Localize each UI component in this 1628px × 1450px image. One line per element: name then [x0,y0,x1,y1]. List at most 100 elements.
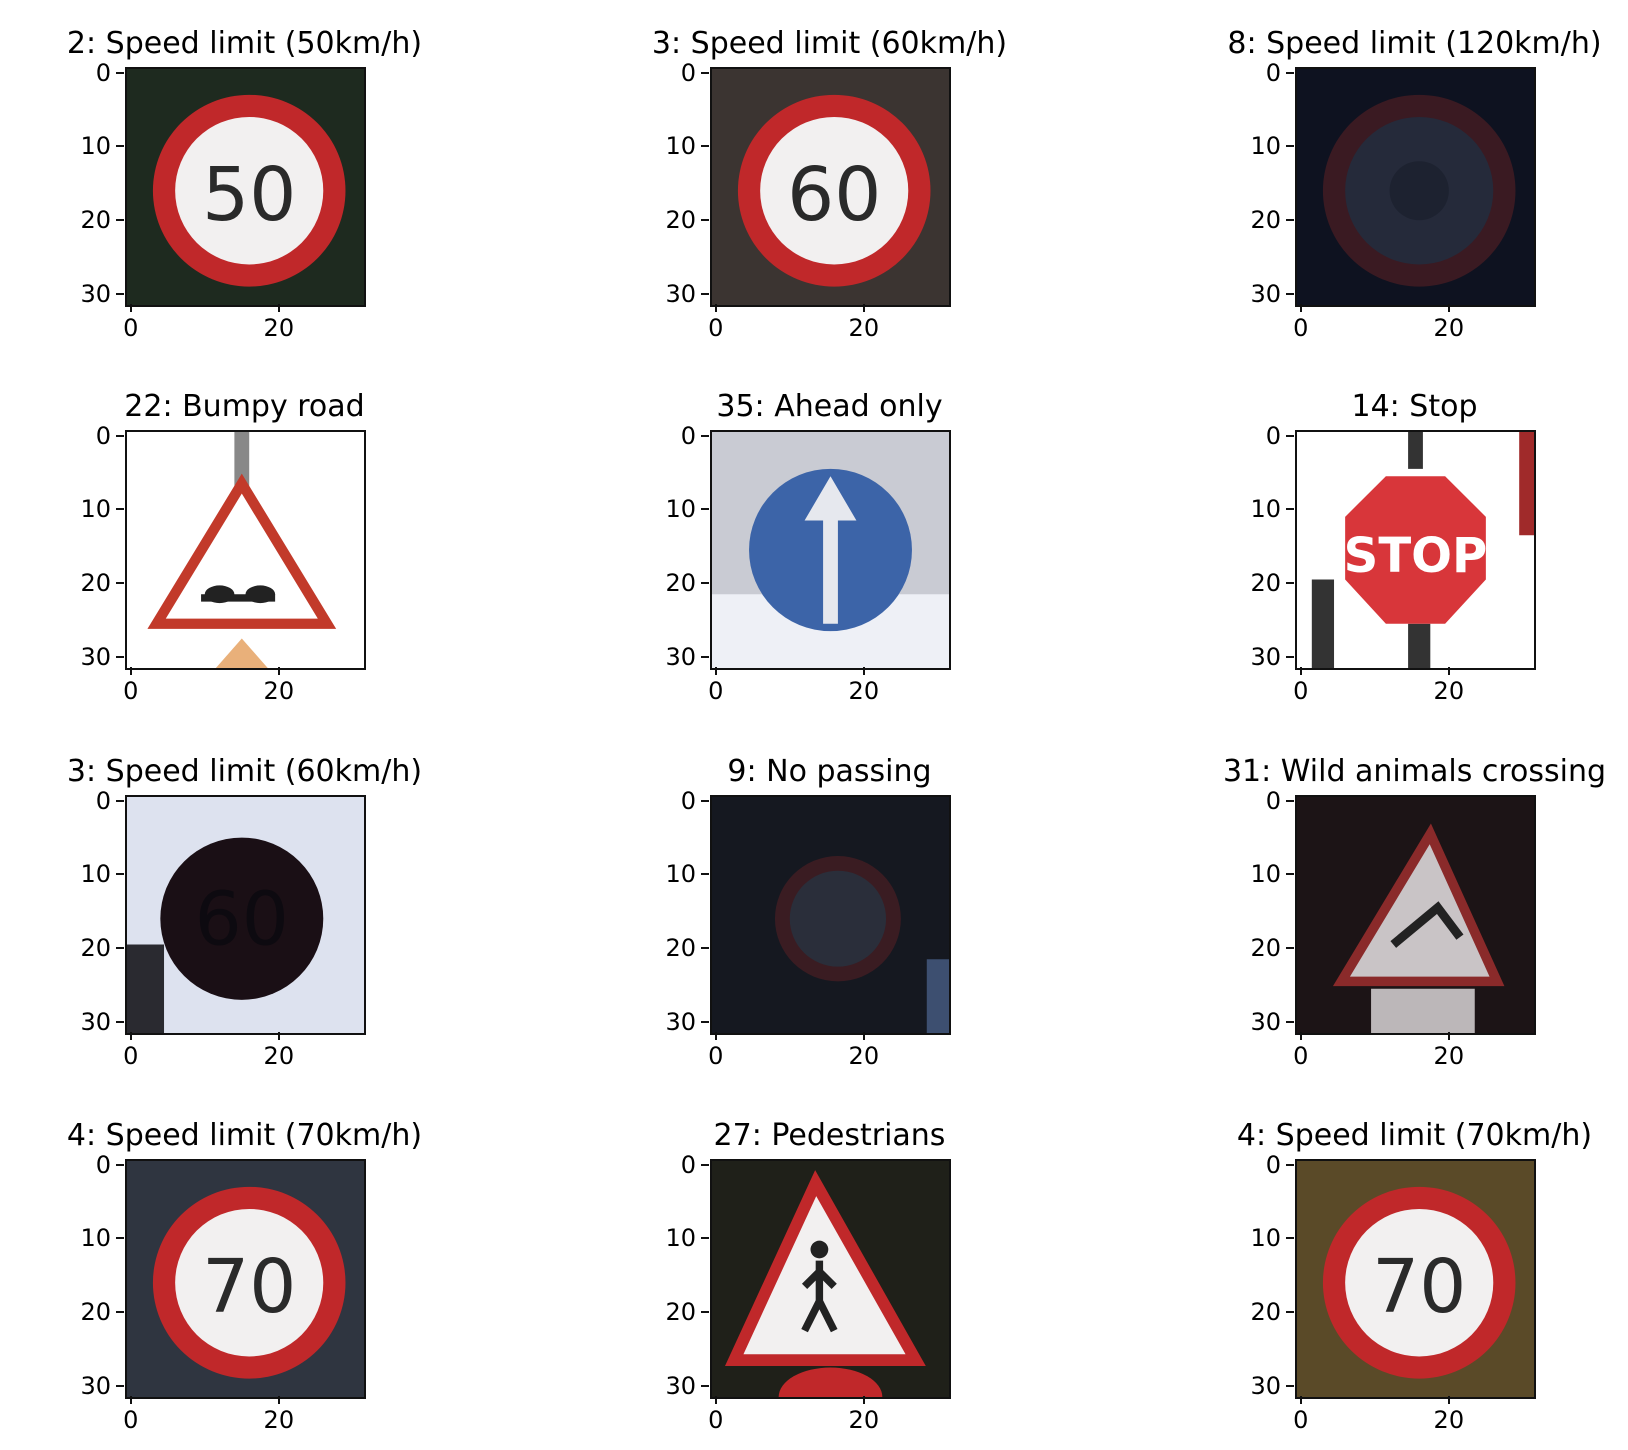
y-tick-label: 10 [1250,495,1281,524]
y-tick [701,71,709,74]
y-tick [701,1311,709,1314]
y-tick [116,1311,124,1314]
y-tick [1286,1020,1294,1023]
panel-title: 4: Speed limit (70km/h) [1236,1118,1593,1153]
y-tick [116,219,124,222]
y-tick-label: 0 [95,421,111,450]
x-tick-label: 20 [848,1406,880,1434]
y-tick [116,1020,124,1023]
y-tick [116,434,124,437]
y-tick [701,1384,709,1387]
x-tick-label: 20 [848,677,880,705]
y-tick [701,582,709,585]
x-tick [714,1032,717,1040]
sign-photo [127,432,364,668]
y-tick-label: 20 [1250,1298,1281,1327]
y-tick [701,145,709,148]
x-tick-label: 0 [123,1406,139,1434]
y-tick-label: 20 [80,569,111,598]
y-tick-label: 20 [1250,934,1281,963]
y-tick-label: 0 [680,1150,696,1179]
y-tick-label: 20 [1250,569,1281,598]
x-tick-label: 0 [1293,1406,1309,1434]
y-tick [1286,508,1294,511]
x-tick-label: 0 [1293,1042,1309,1070]
sign-image: STOP [1295,430,1536,670]
y-tick [1286,873,1294,876]
y-tick-label: 20 [80,934,111,963]
y-tick [701,1020,709,1023]
x-tick-label: 20 [263,314,295,342]
sign-image [710,1159,951,1399]
y-tick-label: 20 [665,1298,696,1327]
x-tick [129,1032,132,1040]
sign-photo: 60 [712,69,949,305]
y-tick-label: 30 [665,279,696,308]
svg-text:60: 60 [787,152,881,238]
y-tick-label: 10 [80,1224,111,1253]
y-tick-label: 30 [80,1371,111,1400]
y-tick-label: 10 [80,860,111,889]
y-tick-label: 20 [80,1298,111,1327]
y-tick-label: 30 [1250,642,1281,671]
panel-title: 2: Speed limit (50km/h) [66,26,423,61]
x-tick [714,1396,717,1404]
x-tick-label: 20 [263,1042,295,1070]
y-tick-label: 0 [1265,786,1281,815]
y-tick-label: 10 [80,132,111,161]
x-tick [277,1396,280,1404]
y-tick-label: 0 [1265,421,1281,450]
x-tick [1447,667,1450,675]
y-tick [701,799,709,802]
svg-text:70: 70 [1372,1244,1466,1330]
y-tick [1286,1311,1294,1314]
svg-text:70: 70 [202,1244,296,1330]
y-tick [1286,434,1294,437]
sign-image: 50 [125,67,366,307]
panel-title: 9: No passing [727,754,932,789]
x-tick [1299,304,1302,312]
y-tick-label: 10 [665,1224,696,1253]
sign-photo [712,797,949,1033]
x-tick [1447,304,1450,312]
x-tick [862,1396,865,1404]
x-tick [862,304,865,312]
y-tick-label: 30 [1250,279,1281,308]
y-tick-label: 30 [1250,1371,1281,1400]
x-tick [129,1396,132,1404]
y-tick [1286,219,1294,222]
panel-title: 14: Stop [1351,389,1478,424]
sign-image: 70 [125,1159,366,1399]
panel-title: 31: Wild animals crossing [1222,754,1607,789]
y-tick [1286,582,1294,585]
y-tick [701,219,709,222]
sign-image [1295,795,1536,1035]
panel-title: 35: Ahead only [716,389,943,424]
sign-image: 60 [125,795,366,1035]
y-tick [116,508,124,511]
x-tick-label: 20 [848,1042,880,1070]
svg-text:60: 60 [195,877,289,963]
x-tick [714,667,717,675]
y-tick [116,71,124,74]
y-tick [1286,947,1294,950]
y-tick-label: 0 [680,58,696,87]
sign-image: 70 [1295,1159,1536,1399]
y-tick-label: 0 [95,1150,111,1179]
y-tick [701,434,709,437]
y-tick [116,873,124,876]
panel-title: 3: Speed limit (60km/h) [66,754,423,789]
y-tick-label: 20 [665,934,696,963]
y-tick [116,145,124,148]
y-tick-label: 0 [1265,1150,1281,1179]
y-tick [701,508,709,511]
y-tick [701,873,709,876]
y-tick [701,947,709,950]
x-tick-label: 0 [123,314,139,342]
sign-image [710,795,951,1035]
x-tick-label: 20 [1433,1406,1465,1434]
y-tick-label: 10 [1250,1224,1281,1253]
x-tick [1447,1396,1450,1404]
y-tick-label: 10 [80,495,111,524]
y-tick-label: 0 [680,786,696,815]
